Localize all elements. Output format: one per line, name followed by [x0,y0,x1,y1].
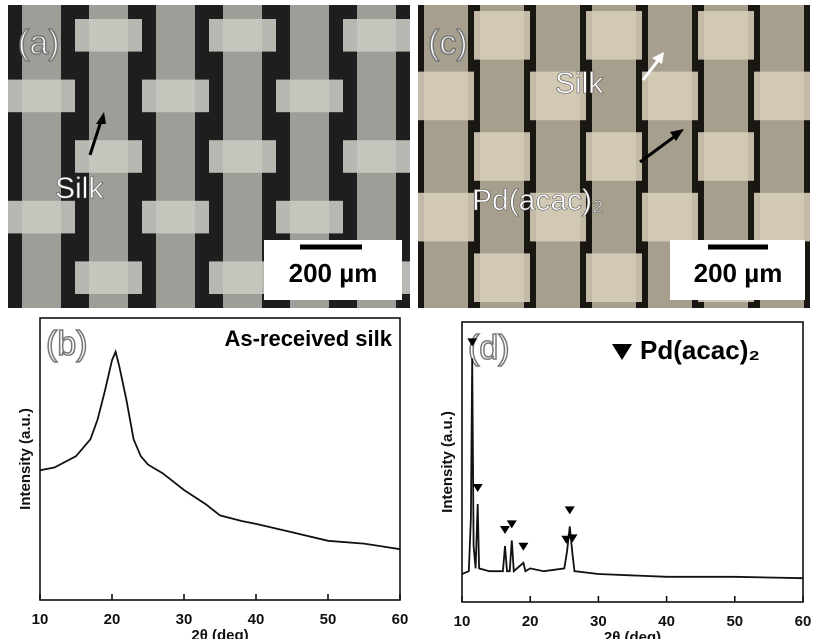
weft-thread [276,200,343,234]
weft-thread [754,192,810,242]
x-tick-label: 30 [176,611,193,628]
warp-thread [22,5,61,308]
y-axis-label: Intensity (a.u.) [17,408,34,510]
arrow [641,57,662,81]
peak-marker [564,506,575,515]
x-tick-label: 60 [795,613,812,630]
weft-thread [75,140,142,173]
weft-thread [209,19,276,52]
line-series [461,358,804,580]
warp-thread [424,5,468,308]
plot-frame [461,321,804,603]
peak-marker [499,526,510,534]
weft-thread [75,261,142,294]
x-tick-label: 60 [392,611,409,628]
x-tick-label: 20 [522,613,539,630]
line-series [39,348,401,551]
weft-thread [530,71,586,121]
arrow-head [96,112,106,124]
peak-marker [567,534,578,543]
warp-thread [536,5,580,308]
peak-marker [506,520,517,529]
weft-thread [8,200,75,234]
weft-thread [698,132,754,181]
arrow-head [652,52,664,64]
weft-thread [75,19,142,52]
x-axis-label: 2θ (deg) [191,627,248,639]
weft-thread [586,253,642,302]
weft-thread [586,11,642,60]
x-tick-label: 50 [726,613,743,630]
weft-thread [8,79,75,113]
x-tick-label: 40 [658,613,675,630]
annotation: Silk [55,172,104,205]
x-tick-label: 10 [454,613,471,630]
warp-thread [156,5,195,308]
weft-thread [343,19,410,52]
panel-label: (c) [428,24,468,62]
x-tick-label: 40 [248,611,265,628]
scale-box [264,240,402,300]
x-tick-label: 50 [320,611,337,628]
weft-thread [142,79,209,113]
arrow-head [670,129,684,141]
panel-label: (b) [46,325,88,363]
peak-marker [561,535,572,544]
plot-frame [39,317,401,601]
weft-thread [586,132,642,181]
y-axis-label: Intensity (a.u.) [439,411,456,513]
weft-thread [343,140,410,173]
annotation: Pd(acac)₂ [472,184,604,217]
legend-marker [612,344,632,360]
weft-thread [642,71,698,121]
panel-label: (d) [468,329,510,367]
arrow [88,117,104,156]
weft-thread [754,71,810,121]
peak-marker [472,484,483,492]
chart-title: Pd(acac)₂ [640,335,760,365]
chart-title: As-received silk [224,326,392,351]
weft-thread [209,140,276,173]
x-tick-label: 30 [590,613,607,630]
arrow [639,132,679,164]
x-tick-label: 20 [104,611,121,628]
x-axis-label: 2θ (deg) [604,629,661,639]
weft-thread [474,11,530,60]
weft-thread [474,132,530,181]
scale-label: 200 µm [289,258,378,288]
weft-thread [474,253,530,302]
panel-label: (a) [18,24,60,62]
peak-marker [467,338,478,347]
weft-thread [698,11,754,60]
annotation: Silk [555,67,604,100]
weft-thread [142,200,209,234]
scale-label: 200 µm [694,258,783,288]
peak-marker [518,542,529,551]
weft-thread [418,71,474,121]
x-tick-label: 10 [32,611,49,628]
weft-thread [276,79,343,113]
weft-thread [530,192,586,242]
scale-box [670,240,805,300]
weft-thread [418,192,474,242]
weft-thread [642,192,698,242]
